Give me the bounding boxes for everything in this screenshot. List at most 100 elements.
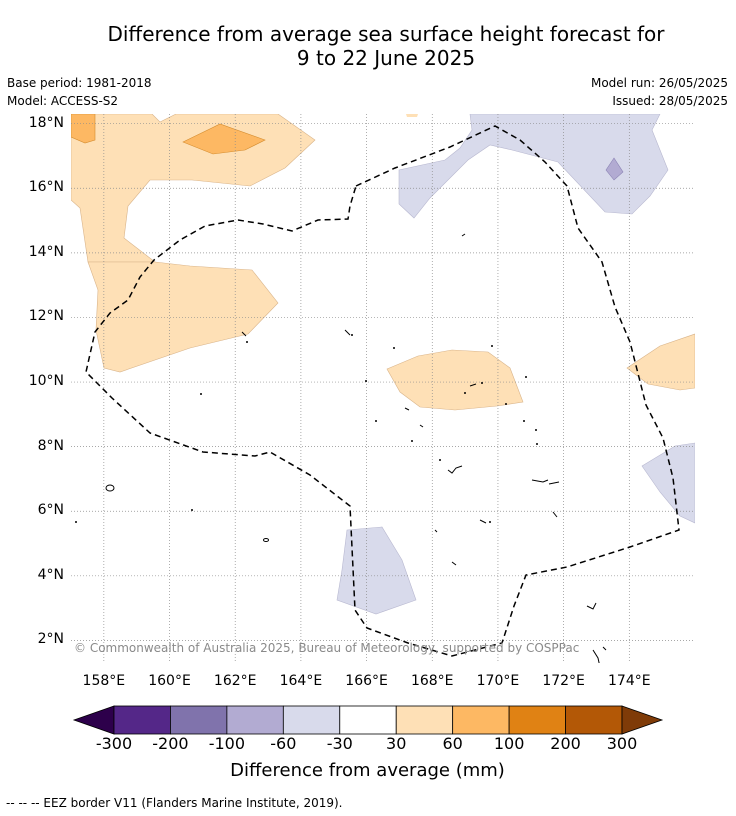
model-name: Model: ACCESS-S2	[7, 94, 119, 108]
anomaly-region-east	[626, 333, 695, 391]
colorbar-extend-high	[621, 705, 664, 735]
island-dot	[351, 334, 353, 336]
colorbar-tick-label: -300	[95, 734, 133, 753]
island-shape	[469, 383, 477, 387]
island-shape	[586, 602, 597, 610]
anomaly-region-west	[87, 261, 279, 373]
colorbar-tick-label: 60	[442, 734, 463, 753]
anomaly-region-south	[336, 526, 417, 615]
anomaly-region-north-high	[182, 123, 266, 155]
colorbar-swatch	[395, 705, 454, 735]
colorbar-extend-low	[72, 705, 115, 735]
map-plot-area	[71, 114, 695, 663]
island-shape	[451, 561, 457, 566]
island-shape	[263, 538, 269, 542]
small-island-dots	[75, 334, 538, 523]
island-dot	[75, 521, 77, 523]
island-shape	[404, 407, 410, 411]
longitude-label: 166°E	[345, 673, 388, 689]
island-shape	[447, 465, 463, 474]
island-shape	[105, 484, 115, 492]
anomaly-region-north-sliver	[406, 114, 418, 117]
longitude-label: 164°E	[279, 673, 323, 689]
latitude-label: 12°N	[28, 308, 64, 325]
island-shape	[434, 529, 438, 533]
anomaly-region-ne-low	[605, 157, 624, 181]
longitude-label: 174°E	[608, 673, 651, 689]
title-line-2: 9 to 22 June 2025	[296, 46, 476, 70]
island-dot	[481, 382, 483, 384]
island-shape	[344, 329, 351, 336]
eez-legend: -- -- -- EEZ border V11 (Flanders Marine…	[6, 796, 343, 810]
latitude-label: 18°N	[28, 114, 64, 131]
island-dot	[375, 420, 377, 422]
island-shape	[461, 233, 466, 237]
island-shape	[592, 649, 600, 663]
island-dot	[523, 420, 525, 422]
base-period: Base period: 1981-2018	[7, 76, 152, 90]
latitude-label: 2°N	[37, 631, 64, 648]
latitude-label: 10°N	[28, 373, 64, 390]
meta-right: Model run: 26/05/2025 Issued: 28/05/2025	[591, 74, 728, 110]
anomaly-region-east-low	[641, 442, 695, 524]
island-dot	[411, 440, 413, 442]
island-dot	[525, 376, 527, 378]
island-dot	[535, 429, 537, 431]
anomaly-region-central	[386, 349, 524, 411]
colorbar-tick-label: -200	[152, 734, 189, 753]
meta-left: Base period: 1981-2018 Model: ACCESS-S2	[7, 74, 152, 110]
latitude-label: 4°N	[37, 566, 64, 583]
longitude-label: 168°E	[410, 673, 454, 689]
colorbar-swatch	[452, 705, 510, 735]
colorbar-swatch	[282, 705, 341, 735]
island-shape	[419, 424, 424, 428]
colorbar	[72, 705, 664, 735]
colorbar-tick-label: 100	[493, 734, 525, 753]
longitude-label: 172°E	[542, 673, 585, 689]
colorbar-swatches	[72, 705, 664, 735]
colorbar-swatch	[565, 705, 623, 735]
title-line-1: Difference from average sea surface heig…	[107, 22, 665, 46]
island-dot	[491, 345, 493, 347]
longitude-label: 158°E	[82, 673, 126, 689]
colorbar-swatch	[339, 705, 397, 735]
latitude-label: 8°N	[37, 437, 64, 454]
colorbar-swatch	[508, 705, 566, 735]
model-run: Model run: 26/05/2025	[590, 76, 728, 90]
colorbar-tick-label: 300	[606, 734, 638, 753]
island-dot	[489, 521, 491, 523]
anomaly-region-northeast	[398, 114, 669, 219]
issued-date: Issued: 28/05/2025	[612, 94, 728, 108]
island-shape	[241, 331, 247, 337]
colorbar-tick-label: 30	[386, 734, 407, 753]
colorbar-swatch	[226, 705, 284, 735]
anomaly-region-nw-corner	[71, 114, 96, 144]
colorbar-tick-label: 200	[550, 734, 581, 753]
island-shape	[531, 479, 549, 483]
anomaly-region-northwest	[71, 114, 316, 263]
longitude-label: 162°E	[213, 673, 257, 689]
colorbar-tick-label: -30	[326, 734, 353, 753]
island-shape	[552, 511, 558, 518]
island-shape	[602, 646, 607, 651]
island-dot	[246, 341, 248, 343]
longitude-label: 170°E	[476, 673, 520, 689]
island-shape	[548, 481, 560, 485]
island-outlines	[105, 233, 607, 663]
longitude-label: 160°E	[148, 673, 191, 689]
colorbar-tick-label: -100	[208, 734, 246, 753]
island-dot	[200, 393, 202, 395]
colorbar-tick-label: -60	[270, 734, 297, 753]
island-dot	[191, 509, 193, 511]
island-dot	[505, 403, 507, 405]
latitude-label: 16°N	[28, 179, 64, 196]
island-dot	[536, 443, 538, 445]
latitude-label: 14°N	[28, 243, 64, 260]
colorbar-swatch	[170, 705, 228, 735]
island-dot	[464, 392, 466, 394]
map-title: Difference from average sea surface heig…	[0, 22, 736, 70]
colorbar-swatch	[113, 705, 171, 735]
island-dot	[393, 347, 395, 349]
latitude-label: 6°N	[37, 502, 64, 519]
